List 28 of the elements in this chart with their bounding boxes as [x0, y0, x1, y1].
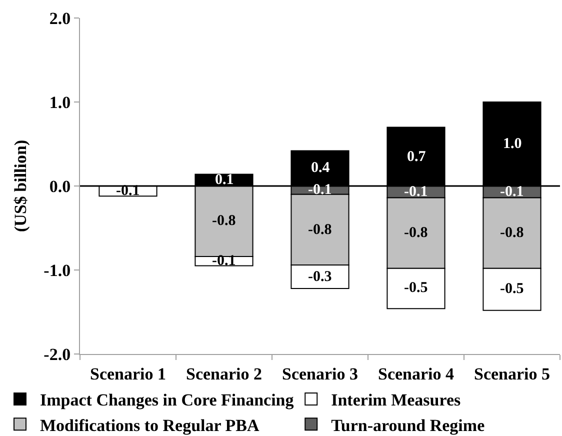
- x-tick-label: Scenario 2: [186, 364, 262, 384]
- data-label: -0.1: [404, 184, 428, 200]
- data-label: -0.8: [500, 225, 524, 241]
- y-axis-title: (US$ billion): [11, 140, 30, 232]
- data-label: -0.5: [404, 280, 428, 296]
- data-label: 0.1: [215, 172, 234, 188]
- x-tick-label: Scenario 3: [282, 364, 358, 384]
- y-tick-label: 2.0: [49, 8, 71, 28]
- y-tick-label: -1.0: [44, 260, 71, 280]
- data-label: -0.5: [500, 281, 524, 297]
- data-label: -0.1: [500, 184, 524, 200]
- legend-label: Modifications to Regular PBA: [40, 416, 260, 435]
- x-tick-label: Scenario 1: [90, 364, 166, 384]
- data-label: -0.8: [308, 222, 332, 238]
- y-tick-label: 1.0: [49, 92, 71, 112]
- data-label: -0.8: [404, 225, 428, 241]
- data-label: 1.0: [503, 136, 522, 152]
- legend-label: Turn-around Regime: [331, 416, 486, 435]
- x-tick-label: Scenario 5: [474, 364, 550, 384]
- y-tick-label: 0.0: [49, 176, 71, 196]
- data-label: 0.4: [311, 160, 330, 176]
- data-label: 0.7: [407, 149, 426, 165]
- x-tick-label: Scenario 4: [378, 364, 455, 384]
- data-label: -0.3: [308, 269, 332, 285]
- y-tick-label: -2.0: [44, 344, 71, 364]
- data-label: -0.8: [212, 213, 236, 229]
- legend-label: Interim Measures: [331, 390, 462, 410]
- legend-label: Impact Changes in Core Financing: [40, 390, 294, 410]
